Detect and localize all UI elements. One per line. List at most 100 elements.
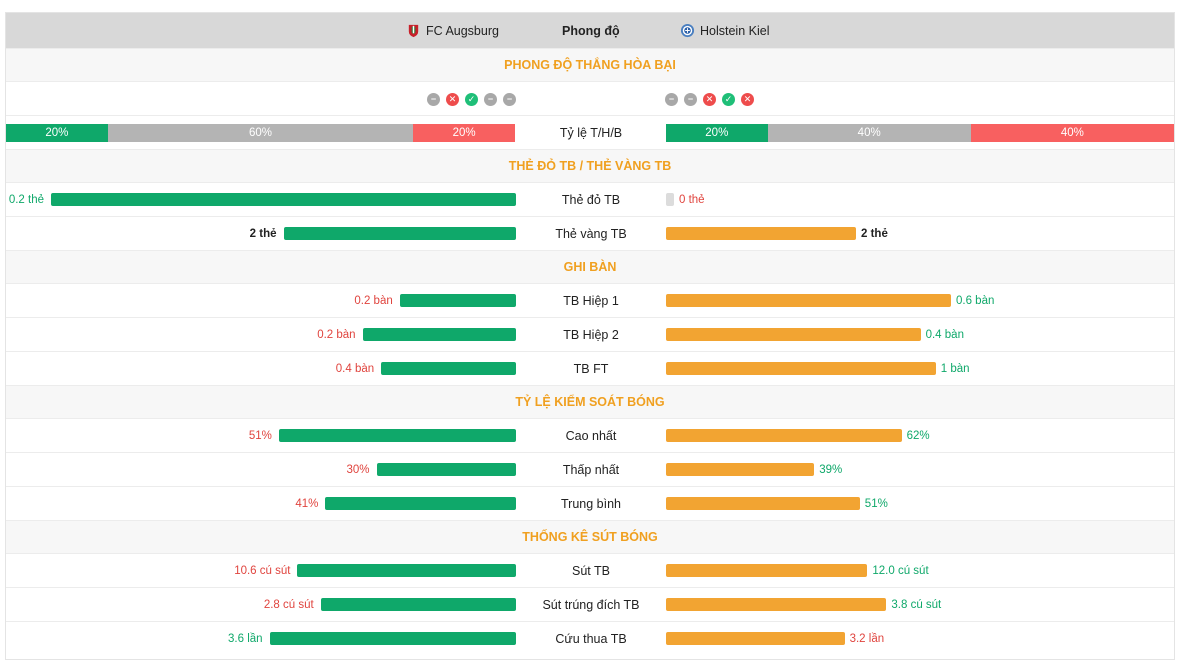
stat-row: 10.6 cú sút Sút TB 12.0 cú sút — [6, 553, 1174, 587]
team-a-stat-value: 10.6 cú sút — [234, 564, 291, 577]
stat-row: 41% Trung bình 51% — [6, 486, 1174, 520]
stat-label: Sút trúng đích TB — [542, 597, 640, 612]
team-a-stat-value: 51% — [248, 429, 272, 442]
stat-label: Cứu thua TB — [555, 631, 627, 646]
stat-label: Cao nhất — [565, 428, 617, 443]
team-b-stat-value: 1 bàn — [940, 362, 970, 375]
section-title: TỶ LỆ KIỂM SOÁT BÓNG — [6, 385, 1174, 418]
stat-row: 3.6 lần Cứu thua TB 3.2 lần — [6, 621, 1174, 655]
team-b-name: Holstein Kiel — [700, 23, 770, 38]
stat-row: 2 thẻ Thẻ vàng TB 2 thẻ — [6, 216, 1174, 250]
team-a-stat-value: 0.2 bàn — [354, 294, 393, 307]
team-a-stat-value: 0.2 bàn — [317, 328, 356, 341]
stat-label: Sút TB — [572, 563, 610, 578]
team-a-form-draw-icon: − — [484, 92, 497, 106]
team-b-form-win-icon: ✓ — [722, 92, 735, 106]
team-b-ratio-loss-segment: 40% — [970, 124, 1174, 142]
team-a-ratio-loss-segment: 20% — [413, 124, 515, 142]
team-b-stat-bar — [666, 328, 921, 341]
team-b-stat-value: 62% — [906, 429, 930, 442]
stat-row: 0.2 bàn TB Hiệp 1 0.6 bàn — [6, 283, 1174, 317]
team-b-form-draw-icon: − — [684, 92, 697, 106]
team-b-stat-value: 3.2 lần — [849, 632, 885, 645]
team-b-ratio-draw-segment: 40% — [767, 124, 971, 142]
team-b-header[interactable]: Holstein Kiel — [680, 13, 769, 48]
team-a-stat-bar — [297, 564, 516, 577]
stat-label: TB Hiệp 2 — [563, 327, 619, 342]
team-a-stat-value: 41% — [295, 497, 319, 510]
team-a-stat-bar — [381, 362, 516, 375]
team-a-stat-value: 2 thẻ — [249, 227, 277, 240]
team-b-stat-bar — [666, 227, 856, 240]
team-b-stat-bar — [666, 429, 902, 442]
team-a-stat-bar — [325, 497, 516, 510]
team-b-stat-value: 51% — [864, 497, 888, 510]
team-b-stat-value: 0 thẻ — [679, 193, 705, 206]
stat-row: 2.8 cú sút Sút trúng đích TB 3.8 cú sút — [6, 587, 1174, 621]
stat-label: TB Hiệp 1 — [563, 293, 619, 308]
section-form-title: PHONG ĐỘ THẮNG HÒA BẠI — [6, 48, 1174, 81]
stat-label: Thẻ đỏ TB — [561, 192, 621, 207]
team-a-stat-value: 3.6 lần — [228, 632, 263, 645]
fc-augsburg-logo-icon — [408, 24, 419, 38]
team-a-stat-value: 2.8 cú sút — [263, 598, 314, 611]
team-a-form-dots: − ✕ ✓ − − — [427, 82, 516, 116]
team-a-form-draw-icon: − — [427, 92, 440, 106]
team-b-stat-bar — [666, 463, 815, 476]
stat-label: Thẻ vàng TB — [555, 226, 627, 241]
team-b-ratio-win-segment: 20% — [666, 124, 768, 142]
team-b-form-loss-icon: ✕ — [703, 92, 716, 106]
team-b-stat-bar — [666, 632, 845, 645]
team-a-stat-bar — [399, 294, 516, 307]
team-b-form-draw-icon: − — [665, 92, 678, 106]
team-a-ratio-draw-segment: 60% — [107, 124, 414, 142]
team-a-stat-value: 30% — [346, 463, 370, 476]
ratio-label: Tỷ lệ T/H/B — [559, 125, 623, 140]
team-b-stat-value: 39% — [819, 463, 843, 476]
team-b-stat-bar — [666, 598, 887, 611]
team-a-stat-bar — [320, 598, 516, 611]
team-a-stat-bar — [51, 193, 516, 206]
team-b-stat-bar — [666, 564, 868, 577]
team-a-stat-bar — [269, 632, 516, 645]
team-b-stat-value: 0.4 bàn — [925, 328, 964, 341]
stats-panel: FC Augsburg Phong độ Holstein Kiel PHONG… — [5, 12, 1175, 660]
form-dots-row: − ✕ ✓ − − − − ✕ ✓ ✕ — [6, 81, 1174, 115]
team-b-stat-value: 12.0 cú sút — [872, 564, 929, 577]
team-a-stat-value: 0.4 bàn — [335, 362, 375, 375]
team-b-stat-bar — [666, 193, 674, 206]
team-a-stat-bar — [376, 463, 516, 476]
team-a-stat-bar — [362, 328, 516, 341]
team-b-stat-bar — [666, 362, 936, 375]
team-a-ratio-win-segment: 20% — [6, 124, 108, 142]
stat-label: TB FT — [573, 361, 609, 376]
team-a-name: FC Augsburg — [426, 23, 499, 38]
stat-sections: THẺ ĐỎ TB / THẺ VÀNG TB 0.2 thẻ Thẻ đỏ TB 0… — [6, 149, 1174, 655]
form-ratio-row: 20% 60% 20% Tỷ lệ T/H/B 20% 40% 40% — [6, 115, 1174, 149]
team-a-header[interactable]: FC Augsburg — [406, 13, 499, 48]
stat-row: 0.2 bàn TB Hiệp 2 0.4 bàn — [6, 317, 1174, 351]
team-a-stat-bar — [283, 227, 516, 240]
team-a-stat-value: 0.2 thẻ — [8, 193, 44, 206]
stat-row: 51% Cao nhất 62% — [6, 418, 1174, 452]
holstein-kiel-logo-icon — [680, 23, 695, 38]
team-b-stat-bar — [666, 294, 951, 307]
section-title: GHI BÀN — [6, 250, 1174, 283]
section-title: THẺ ĐỎ TB / THẺ VÀNG TB — [6, 149, 1174, 182]
team-a-form-loss-icon: ✕ — [446, 92, 459, 106]
team-b-stat-bar — [666, 497, 860, 510]
stat-row: 0.2 thẻ Thẻ đỏ TB 0 thẻ — [6, 182, 1174, 216]
team-b-form-loss-icon: ✕ — [741, 92, 754, 106]
team-b-stat-value: 2 thẻ — [861, 227, 888, 240]
stat-label: Trung bình — [561, 496, 621, 511]
team-b-stat-value: 3.8 cú sút — [891, 598, 942, 611]
header-bar: FC Augsburg Phong độ Holstein Kiel — [6, 13, 1174, 48]
stat-label: Thấp nhất — [562, 462, 620, 477]
team-a-form-draw-icon: − — [503, 92, 516, 106]
page-title: Phong độ — [562, 23, 620, 38]
stat-row: 30% Thấp nhất 39% — [6, 452, 1174, 486]
team-a-stat-bar — [278, 429, 516, 442]
team-b-form-dots: − − ✕ ✓ ✕ — [665, 82, 754, 116]
stat-row: 0.4 bàn TB FT 1 bàn — [6, 351, 1174, 385]
team-b-stat-value: 0.6 bàn — [956, 294, 995, 307]
